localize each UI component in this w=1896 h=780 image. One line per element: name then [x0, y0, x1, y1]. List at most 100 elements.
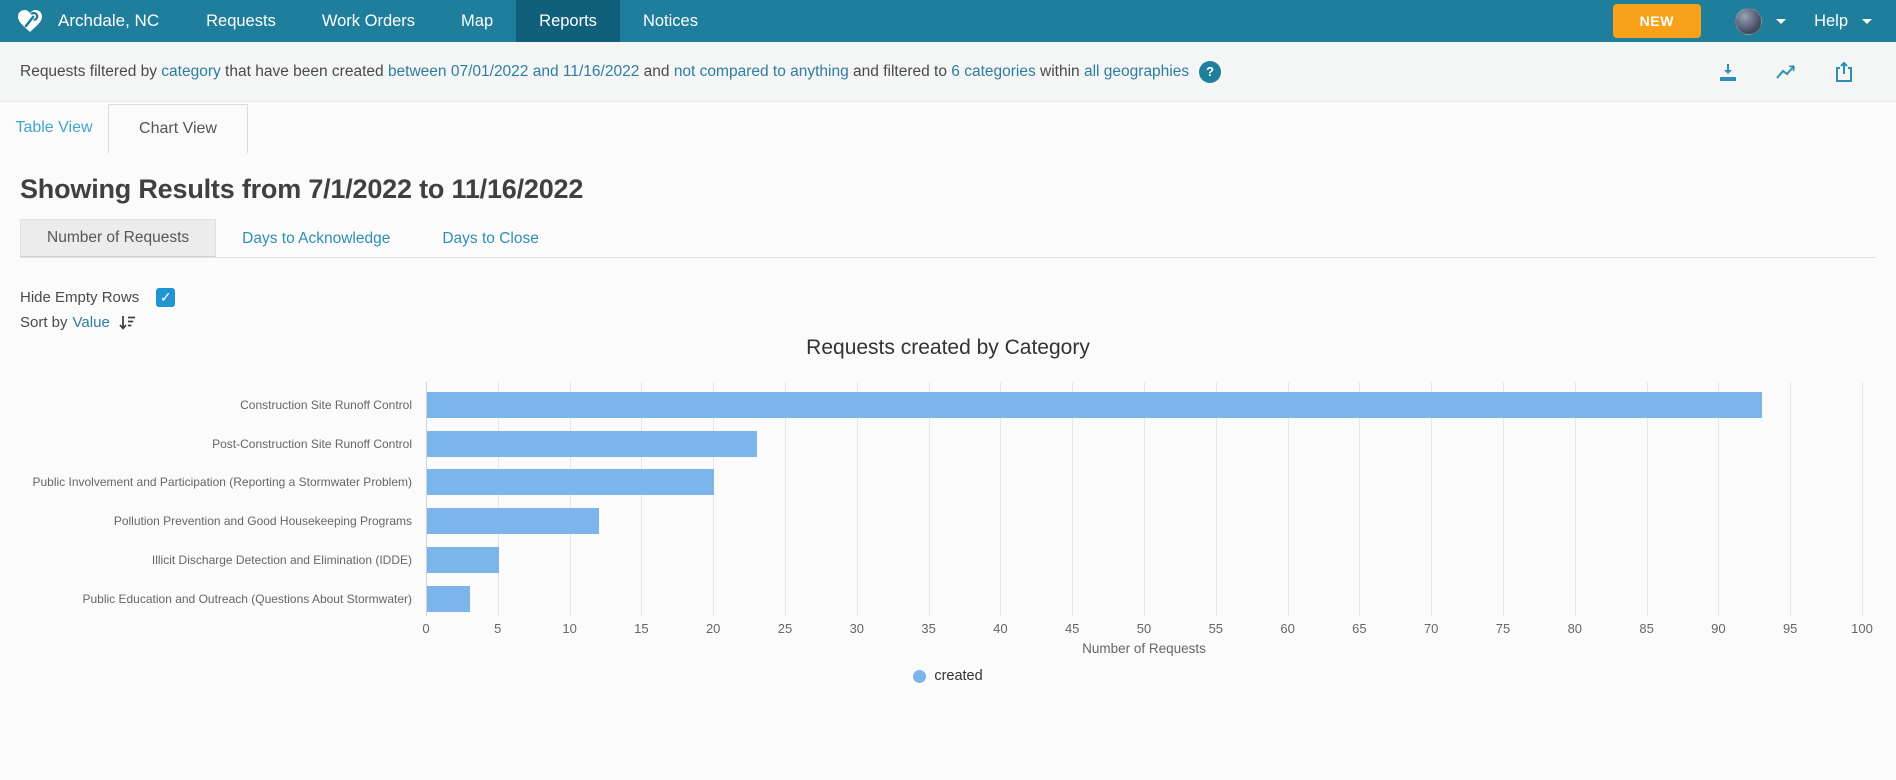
filter-link-6-categories[interactable]: 6 categories [951, 62, 1036, 80]
user-menu-caret-down-icon[interactable] [1776, 18, 1787, 24]
tab-table-view[interactable]: Table View [15, 119, 93, 136]
tab-chart-view[interactable]: Chart View [108, 104, 248, 153]
gridline [1431, 382, 1433, 616]
new-request-button[interactable]: NEW [1612, 4, 1702, 38]
user-avatar[interactable] [1735, 7, 1763, 35]
bar-public-involvement-and-participation-rep[interactable] [427, 469, 715, 496]
gridline [713, 382, 715, 616]
gridline [1574, 382, 1576, 616]
x-axis-tick-label: 90 [1711, 621, 1726, 636]
x-axis-tick-label: 70 [1423, 621, 1439, 636]
filter-link-not-compared-to-anything[interactable]: not compared to anything [673, 62, 849, 80]
download-icon[interactable] [1716, 60, 1740, 84]
category-label-illicit-discharge-detection-and-eliminat: Illicit Discharge Detection and Eliminat… [151, 552, 412, 567]
x-axis-tick-label: 15 [634, 621, 649, 636]
filter-static-text: and [639, 62, 674, 80]
report-action-icons [1716, 60, 1856, 84]
gridline [1000, 382, 1002, 616]
metric-tab-days-to-close[interactable]: Days to Close [442, 230, 539, 247]
x-axis-tick-label: 10 [562, 621, 577, 636]
gridline [497, 382, 499, 616]
metric-tabs: Number of Requests Days to Acknowledge Day… [20, 219, 1876, 258]
top-navbar: Archdale, NC Requests Work Orders Map Repor… [0, 0, 1896, 42]
gridline [569, 382, 571, 616]
filter-summary-bar: Requests filtered by category that have … [0, 42, 1896, 102]
brand-city-name[interactable]: Archdale, NC [58, 11, 160, 30]
category-label-construction-site-runoff-control: Construction Site Runoff Control [240, 398, 412, 412]
help-caret-down-icon[interactable] [1862, 18, 1872, 24]
nav-items: Requests Work Orders Map Reports Notices [183, 0, 721, 42]
gridline [1790, 382, 1792, 616]
x-axis-tick-label: 0 [422, 621, 430, 636]
sort-by-control: Sort by Value [20, 312, 136, 332]
metric-tab-number-of-requests[interactable]: Number of Requests [20, 219, 217, 257]
gridline [1287, 382, 1289, 616]
x-axis-tick-label: 35 [921, 621, 936, 636]
x-axis-tick-label: 75 [1495, 621, 1511, 636]
page-title: Showing Results from 7/1/2022 to 11/16/2… [20, 174, 584, 204]
x-axis-tick-label: 80 [1567, 621, 1583, 636]
bar-pollution-prevention-and-good-housekeepi[interactable] [427, 508, 600, 535]
gridline [785, 382, 786, 616]
line-chart-icon[interactable] [1774, 60, 1798, 84]
x-axis-tick-label: 65 [1352, 621, 1367, 636]
x-axis-tick-label: 5 [494, 621, 502, 636]
hide-empty-rows-control: Hide Empty Rows ✓ [20, 287, 176, 307]
x-axis-tick-label: 50 [1136, 621, 1152, 636]
x-axis-title: Number of Requests [1082, 641, 1206, 656]
metric-tab-days-to-acknowledge[interactable]: Days to Acknowledge [242, 230, 391, 247]
gridline [1646, 382, 1648, 616]
bar-construction-site-runoff-control[interactable] [427, 392, 1763, 418]
filter-link-between-07-01-2022-and-11-16-2022[interactable]: between 07/01/2022 and 11/16/2022 [387, 62, 640, 80]
category-label-post-construction-site-runoff-control: Post-Construction Site Runoff Control [212, 436, 412, 451]
x-axis-tick-label: 40 [993, 621, 1008, 636]
filter-link-category[interactable]: category [161, 62, 221, 80]
gridline [641, 382, 643, 616]
filter-static-text: within [1035, 62, 1084, 80]
sort-descending-icon[interactable] [118, 314, 136, 331]
filter-static-text: Requests filtered by [20, 62, 162, 80]
filter-summary-text: Requests filtered by category that have … [20, 63, 1189, 81]
gridline [928, 382, 930, 616]
view-tabs: Table View Chart View [0, 102, 1896, 153]
x-axis-tick-label: 60 [1280, 621, 1295, 636]
sort-by-label: Sort by [20, 313, 68, 331]
nav-item-requests[interactable]: Requests [206, 12, 276, 30]
gridline [856, 382, 858, 616]
filter-link-all-geographies[interactable]: all geographies [1083, 62, 1190, 80]
nav-item-map[interactable]: Map [461, 12, 494, 30]
nav-item-work-orders[interactable]: Work Orders [321, 12, 416, 30]
nav-item-reports[interactable]: Reports [516, 0, 620, 42]
x-axis-tick-label: 55 [1208, 621, 1224, 636]
x-axis-tick-label: 30 [849, 621, 865, 636]
category-label-pollution-prevention-and-good-housekeepi: Pollution Prevention and Good Housekeepi… [113, 514, 412, 529]
x-axis-tick-label: 95 [1782, 621, 1798, 636]
x-axis-tick-label: 20 [705, 621, 721, 636]
chart-legend: created [0, 668, 1896, 684]
gridline [1718, 382, 1720, 616]
bar-illicit-discharge-detection-and-eliminat[interactable] [427, 546, 499, 573]
legend-label-created[interactable]: created [934, 668, 983, 684]
category-label-public-involvement-and-participation-rep: Public Involvement and Participation (Re… [32, 475, 412, 490]
filter-help-badge[interactable]: ? [1199, 60, 1222, 83]
gridline [1862, 382, 1863, 616]
legend-marker-created[interactable] [913, 669, 927, 683]
gridline [1215, 382, 1217, 616]
category-axis-line [426, 382, 427, 616]
share-icon[interactable] [1832, 60, 1856, 84]
bar-post-construction-site-runoff-control[interactable] [427, 430, 758, 457]
x-axis-tick-label: 25 [777, 621, 793, 636]
bar-public-education-and-outreach-questions-[interactable] [427, 585, 471, 612]
x-axis-tick-label: 45 [1064, 621, 1080, 636]
hide-empty-rows-label: Hide Empty Rows [20, 288, 140, 306]
help-menu[interactable]: Help [1814, 11, 1848, 30]
app-logo-heart-wrench-icon[interactable] [16, 8, 44, 34]
gridline [1144, 382, 1145, 616]
filter-static-text: and filtered to [848, 62, 952, 80]
hide-empty-rows-checkbox[interactable]: ✓ [156, 287, 176, 307]
nav-item-notices[interactable]: Notices [642, 12, 698, 30]
gridline [1503, 382, 1504, 616]
sort-by-value-link[interactable]: Value [72, 313, 110, 331]
x-axis-tick-label: 100 [1851, 621, 1873, 636]
chart-title: Requests created by Category [806, 336, 1090, 359]
